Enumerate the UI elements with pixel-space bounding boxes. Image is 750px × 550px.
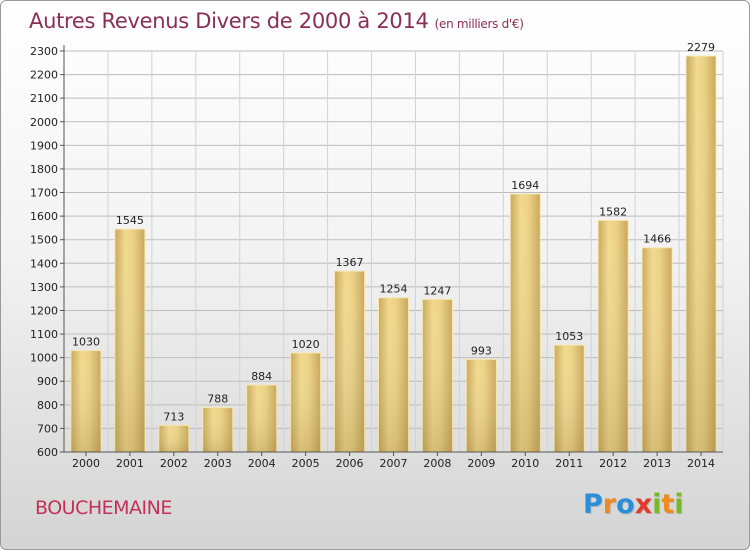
bar-shade	[70, 350, 101, 452]
x-tick-label: 2001	[116, 457, 144, 470]
bar-value-label: 2279	[687, 41, 715, 54]
bar-value-label: 1545	[116, 214, 144, 227]
x-tick-label: 2005	[292, 457, 320, 470]
x-tick-label: 2000	[72, 457, 100, 470]
bar-value-label: 1247	[423, 284, 451, 297]
bar-shade	[554, 345, 585, 452]
x-tick-label: 2011	[555, 457, 583, 470]
y-tick-label: 1900	[30, 139, 58, 152]
bar-shade	[642, 247, 673, 452]
value-labels: 1030 1545 713 788 884 1020 1367 1254 1247 993 1694…	[72, 41, 715, 423]
x-tick-label: 2003	[204, 457, 232, 470]
logo-letter: o	[616, 489, 635, 520]
y-tick-label: 2300	[30, 45, 58, 58]
logo-letter: x	[634, 489, 653, 520]
y-tick-label: 2000	[30, 116, 58, 129]
y-tick-label: 1200	[30, 304, 58, 317]
bar-shade	[686, 55, 717, 453]
bar-shade	[510, 193, 541, 452]
bars	[70, 55, 717, 453]
y-tick-label: 1300	[30, 281, 58, 294]
bar-shade	[422, 299, 453, 452]
y-tick-label: 1600	[30, 210, 58, 223]
bar-shade	[202, 407, 233, 452]
bar-value-label: 788	[207, 393, 228, 406]
y-tick-label: 800	[37, 399, 58, 412]
logo-letter: P	[583, 489, 603, 520]
bar-shade	[598, 220, 629, 452]
logo-letter: r	[602, 489, 617, 520]
chart-title: Autres Revenus Divers de 2000 à 2014 (en …	[29, 9, 524, 33]
bar-value-label: 1254	[380, 283, 408, 296]
bar-shade	[114, 229, 145, 452]
y-tick-label: 1500	[30, 234, 58, 247]
bar-shade	[158, 425, 189, 452]
bar-value-label: 713	[163, 410, 184, 423]
y-tick-label: 1700	[30, 187, 58, 200]
bar-shade	[466, 359, 497, 452]
axes: 600 700 800 900 1000 1100 1200 1300 1400 1500 1600…	[30, 45, 723, 470]
y-tick-label: 1100	[30, 328, 58, 341]
x-tick-label: 2012	[599, 457, 627, 470]
bar-shade	[334, 271, 365, 452]
x-tick-label: 2010	[511, 457, 539, 470]
bar-value-label: 1582	[599, 205, 627, 218]
bar-shade	[378, 297, 409, 452]
proxiti-logo: Proxiti	[583, 489, 684, 520]
x-tick-label: 2008	[423, 457, 451, 470]
bar-value-label: 1694	[511, 179, 539, 192]
y-tick-label: 1000	[30, 352, 58, 365]
chart-title-text: Autres Revenus Divers de 2000 à 2014	[29, 9, 429, 33]
y-tick-label: 1400	[30, 257, 58, 270]
x-tick-label: 2007	[380, 457, 408, 470]
bar-value-label: 993	[471, 344, 492, 357]
city-name: BOUCHEMAINE	[35, 497, 172, 519]
y-tick-label: 900	[37, 375, 58, 388]
x-tick-label: 2014	[687, 457, 715, 470]
bar-value-label: 1053	[555, 330, 583, 343]
chart-title-unit: (en milliers d'€)	[434, 17, 524, 31]
x-tick-label: 2009	[467, 457, 495, 470]
bar-value-label: 1020	[292, 338, 320, 351]
x-tick-label: 2002	[160, 457, 188, 470]
bar-value-label: 1367	[336, 256, 364, 269]
bar-shade	[290, 352, 321, 452]
bar-value-label: 1030	[72, 336, 100, 349]
y-tick-label: 1800	[30, 163, 58, 176]
y-tick-label: 2200	[30, 69, 58, 82]
logo-letter: i	[652, 489, 662, 520]
x-tick-label: 2013	[643, 457, 671, 470]
x-tick-label: 2006	[336, 457, 364, 470]
y-tick-label: 2100	[30, 92, 58, 105]
y-tick-label: 700	[37, 422, 58, 435]
bar-shade	[246, 385, 277, 452]
bar-value-label: 1466	[643, 233, 671, 246]
x-tick-label: 2004	[248, 457, 276, 470]
bar-value-label: 884	[251, 370, 272, 383]
logo-letter: t	[661, 489, 675, 520]
y-tick-label: 600	[37, 446, 58, 459]
logo-letter: i	[674, 489, 684, 520]
